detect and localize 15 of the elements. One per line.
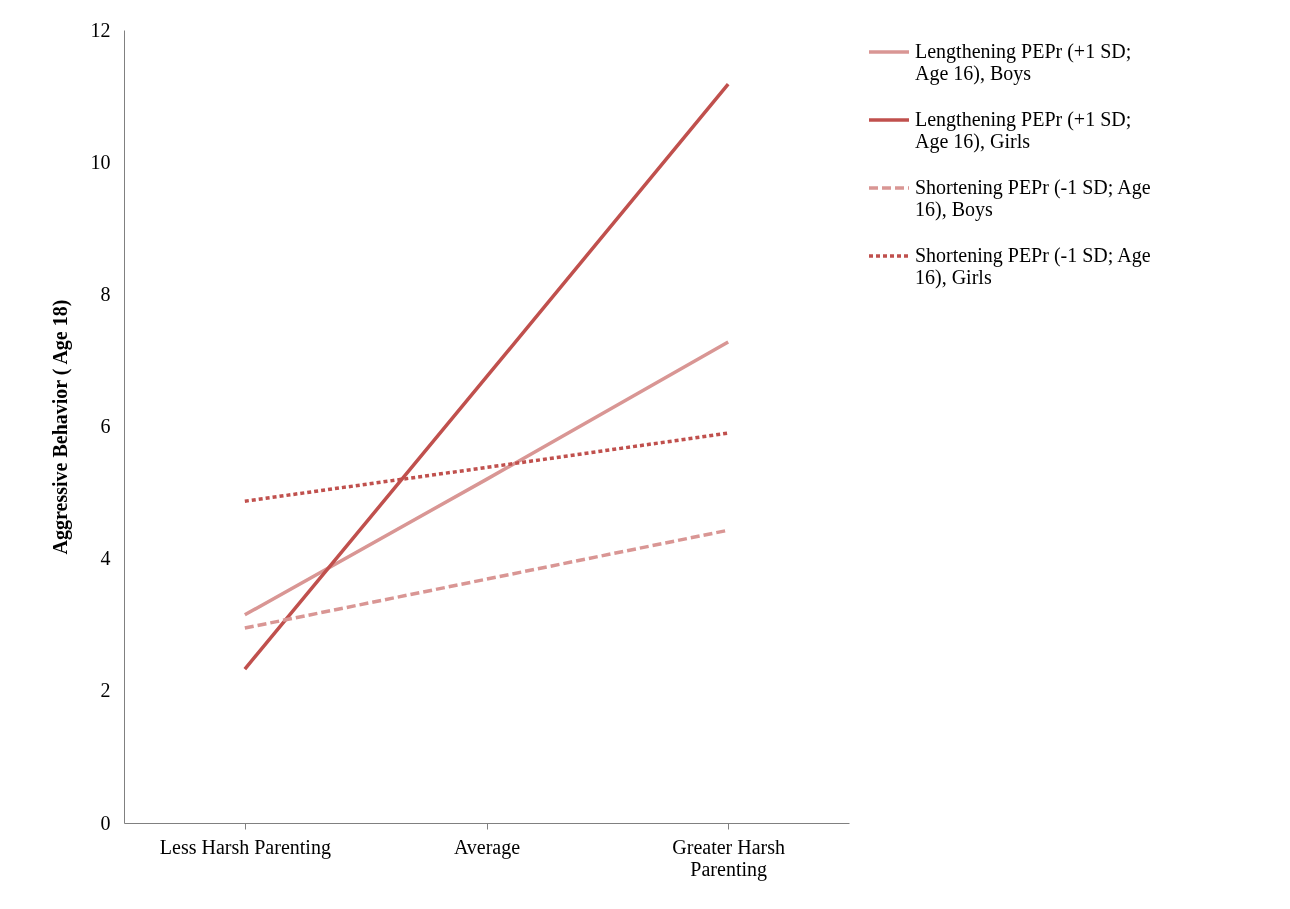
y-tick-label: 8 xyxy=(100,282,111,305)
y-tick-label: 2 xyxy=(100,679,111,702)
legend-label: Lengthening PEPr (+1 SD; Age 16), Boys xyxy=(915,40,1132,85)
legend-label: Shortening PEPr (-1 SD; Age 16), Girls xyxy=(915,244,1151,289)
x-tick-label: Average xyxy=(453,835,521,859)
legend-label: Shortening PEPr (-1 SD; Age 16), Boys xyxy=(915,176,1151,221)
y-tick-label: 6 xyxy=(100,415,111,437)
y-tick-label: 4 xyxy=(100,547,111,570)
y-tick-label: 12 xyxy=(90,18,111,41)
y-tick-label: 10 xyxy=(90,150,111,173)
x-tick-label: Less Harsh Parenting xyxy=(159,835,331,859)
y-tick-label: 0 xyxy=(100,811,111,834)
y-axis-title: Aggressive Behavior ( Age 18) xyxy=(48,299,72,555)
legend-label: Lengthening PEPr (+1 SD; Age 16), Girls xyxy=(915,108,1132,153)
x-tick-label: Greater Harsh Parenting xyxy=(672,835,786,881)
